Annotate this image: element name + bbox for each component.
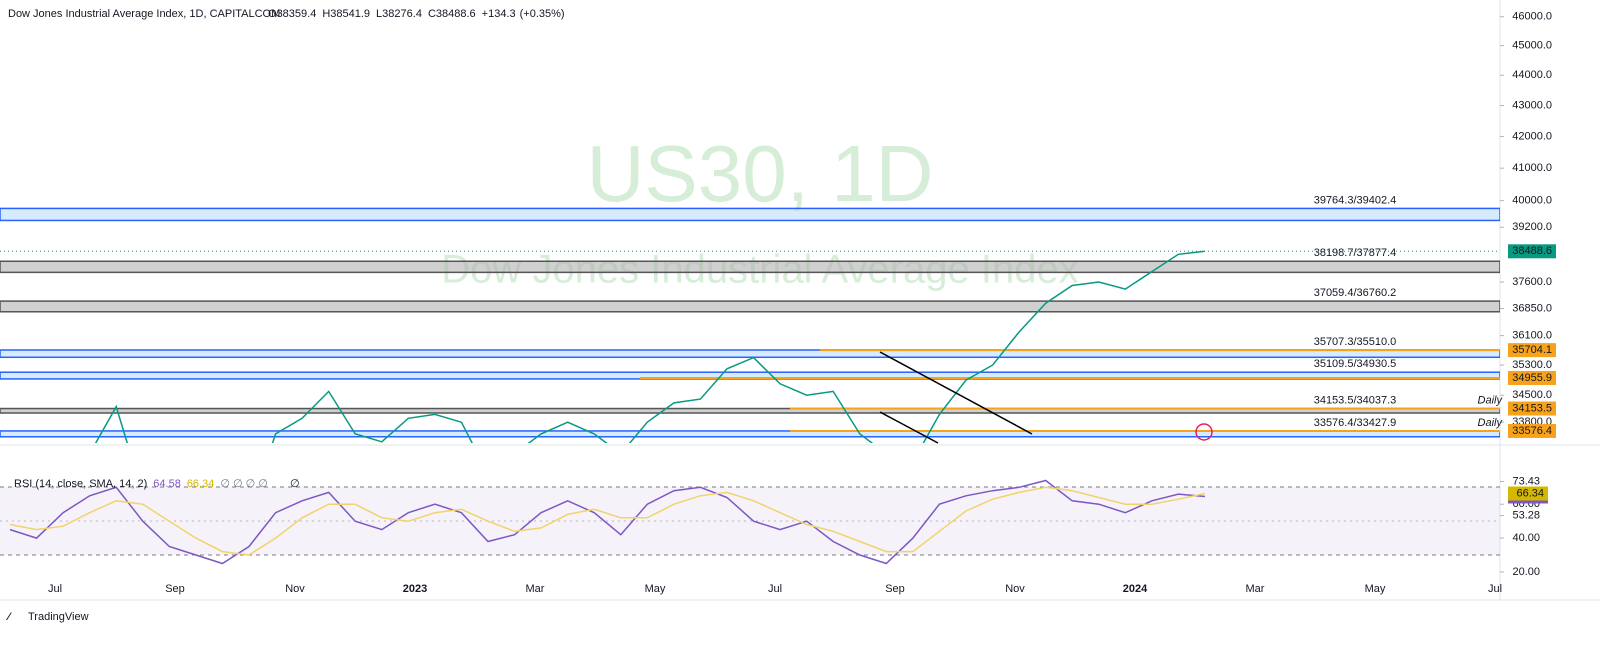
zone-label: 34153.5/34037.3 bbox=[1314, 394, 1397, 406]
price-badge-label: 34153.5 bbox=[1512, 402, 1552, 414]
x-tick-label: May bbox=[1365, 583, 1386, 595]
y-tick-label: 37600.0 bbox=[1512, 276, 1552, 288]
zone bbox=[0, 207, 1500, 222]
ohlc-key: L bbox=[376, 8, 382, 20]
ohlc-value: 38541.9 bbox=[330, 8, 370, 20]
last-price-badge bbox=[1508, 244, 1556, 259]
x-tick-label: May bbox=[645, 583, 666, 595]
y-tick-label: 43000.0 bbox=[1512, 99, 1552, 111]
rsi-header: RSI (14, close, SMA, 14, 2) 64.58 66.34 ∅ ∅… bbox=[14, 478, 268, 490]
y-tick-label: 44000.0 bbox=[1512, 69, 1552, 81]
rsi-header-na: ∅ ∅ ∅ ∅ bbox=[220, 478, 268, 490]
zone bbox=[0, 260, 1500, 274]
y-tick-label: 46000.0 bbox=[1512, 11, 1552, 23]
zone-label: 33576.4/33427.9 bbox=[1314, 417, 1397, 429]
trend-line bbox=[879, 351, 1033, 435]
rsi-header-value: 64.58 bbox=[153, 478, 181, 490]
x-tick-label: Nov bbox=[285, 583, 305, 595]
price-badge-label: 33576.4 bbox=[1512, 425, 1552, 437]
change-pct: (+0.35%) bbox=[520, 8, 565, 20]
rsi-badge bbox=[1508, 486, 1548, 501]
price-badge bbox=[1508, 401, 1556, 416]
x-tick-label: Mar bbox=[1246, 583, 1265, 595]
level-tag: Daily bbox=[1478, 394, 1504, 406]
y-tick-label: 73.43 bbox=[1512, 475, 1540, 487]
y-tick-label: 36850.0 bbox=[1512, 302, 1552, 314]
y-tick-label: 20.00 bbox=[1512, 566, 1540, 578]
price-badge bbox=[1508, 343, 1556, 358]
rsi-header-value: 66.34 bbox=[187, 478, 215, 490]
price-badge-label: 34955.9 bbox=[1512, 372, 1552, 384]
series-line bbox=[9, 486, 1206, 556]
price-pane bbox=[0, 207, 1500, 443]
zone-label: 39764.3/39402.4 bbox=[1314, 194, 1397, 206]
zone-label: 38198.7/37877.4 bbox=[1314, 247, 1397, 259]
price-badge bbox=[1508, 423, 1556, 438]
zone bbox=[0, 407, 1500, 414]
overlay: 46000.0 45000.0 44000.0 43000.0 42000.0 41000… bbox=[48, 11, 1556, 595]
footer-logo: TradingView bbox=[28, 611, 89, 623]
watermark: US30, 1D bbox=[587, 129, 934, 218]
x-tick-label: Mar bbox=[526, 583, 545, 595]
event-icon[interactable] bbox=[1195, 423, 1213, 441]
header-symbol: Dow Jones Industrial Average Index, 1D, … bbox=[8, 8, 280, 20]
zone-label: 37059.4/36760.2 bbox=[1314, 287, 1397, 299]
x-tick-label: 2023 bbox=[403, 583, 427, 595]
rsi-badge-label: 66.34 bbox=[1516, 487, 1544, 499]
y-tick-label: 39200.0 bbox=[1512, 221, 1552, 233]
ohlc-key: O bbox=[268, 8, 277, 20]
trend-line bbox=[879, 411, 939, 444]
ohlc-value: 38276.4 bbox=[382, 8, 422, 20]
x-tick-label: Jul bbox=[768, 583, 782, 595]
zone-label: 35707.3/35510.0 bbox=[1314, 336, 1397, 348]
last-price-label: 38488.6 bbox=[1512, 245, 1552, 257]
ohlc-value: 38488.6 bbox=[436, 8, 476, 20]
symbol: Dow Jones Industrial Average Index, 1D, … bbox=[8, 8, 280, 20]
level-tag: Daily bbox=[1478, 417, 1504, 429]
price-badge bbox=[1508, 370, 1556, 385]
y-tick-label: 40.00 bbox=[1512, 532, 1540, 544]
rsi-pane bbox=[9, 479, 1206, 565]
rsi-na: ∅ bbox=[290, 478, 300, 490]
y-tick-label: 45000.0 bbox=[1512, 40, 1552, 52]
series-line bbox=[94, 250, 1206, 443]
zone-label: 35109.5/34930.5 bbox=[1314, 358, 1397, 370]
zone bbox=[0, 430, 1500, 438]
change: +134.3 bbox=[482, 8, 516, 20]
y-tick-label: 42000.0 bbox=[1512, 130, 1552, 142]
x-tick-label: Jul bbox=[48, 583, 62, 595]
ohlc-value: 38359.4 bbox=[277, 8, 317, 20]
x-tick-label: Sep bbox=[165, 583, 185, 595]
y-tick-label: 36100.0 bbox=[1512, 330, 1552, 342]
ohlc-key: C bbox=[428, 8, 436, 20]
y-tick-label: 35300.0 bbox=[1512, 359, 1552, 371]
price-badge-label: 35704.1 bbox=[1512, 344, 1552, 356]
ohlc: O38359.4 H38541.9 L38276.4 C38488.6 +134.3 (+… bbox=[268, 8, 565, 20]
x-tick-label: Jul bbox=[1488, 583, 1502, 595]
x-tick-label: 2024 bbox=[1123, 583, 1148, 595]
x-tick-label: Sep bbox=[885, 583, 905, 595]
y-tick-label: 40000.0 bbox=[1512, 195, 1552, 207]
rsi-title: RSI (14, close, SMA, 14, 2) bbox=[14, 478, 147, 490]
logo-icon: ⁄ bbox=[5, 611, 12, 623]
y-tick-label: 41000.0 bbox=[1512, 162, 1552, 174]
y-tick-label: 34500.0 bbox=[1512, 389, 1552, 401]
series-line bbox=[9, 479, 1206, 565]
y-tick-label: 53.28 bbox=[1512, 510, 1540, 522]
zone bbox=[0, 349, 1500, 359]
zone bbox=[0, 300, 1500, 313]
ohlc-key: H bbox=[322, 8, 330, 20]
x-tick-label: Nov bbox=[1005, 583, 1025, 595]
